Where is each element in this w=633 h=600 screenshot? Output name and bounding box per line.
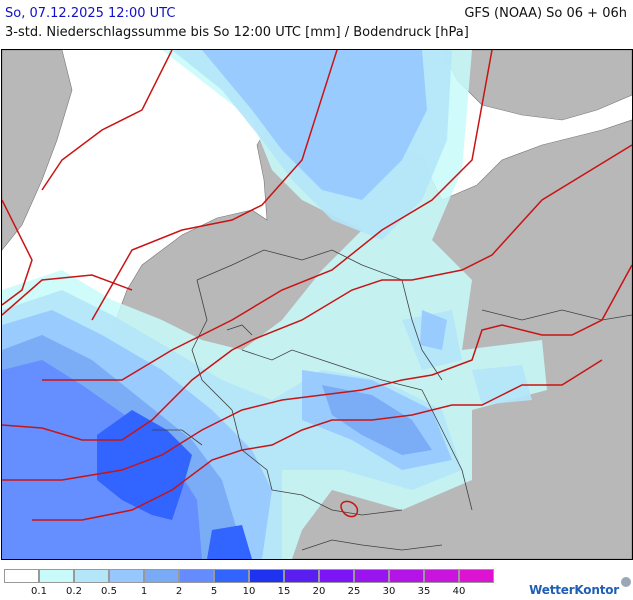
legend-swatch	[39, 569, 74, 583]
legend-swatch	[74, 569, 109, 583]
legend-swatch	[284, 569, 319, 583]
isobars	[2, 50, 632, 521]
legend-label: 15	[277, 586, 291, 597]
legend-label: 30	[382, 586, 396, 597]
legend-swatch	[354, 569, 389, 583]
valid-time-label: So, 07.12.2025 12:00 UTC	[5, 6, 176, 21]
legend-swatch	[179, 569, 214, 583]
weather-map	[1, 49, 633, 560]
precip-10	[97, 410, 252, 559]
map-description: 3-std. Niederschlagssumme bis So 12:00 U…	[5, 25, 469, 40]
legend-label: 5	[210, 586, 218, 597]
brand-logo: WetterKontor	[529, 583, 619, 597]
legend-label: 2	[175, 586, 183, 597]
legend-swatch	[249, 569, 284, 583]
legend-swatch	[319, 569, 354, 583]
legend-label: 0.5	[101, 586, 117, 597]
legend-label: 10	[242, 586, 256, 597]
legend-label: 0.2	[66, 586, 82, 597]
land-britain	[2, 50, 73, 251]
precip-legend: 0.1 0.2 0.5 1 2 5 10 15 20 25 30 35 40	[4, 569, 504, 599]
model-run-label: GFS (NOAA) So 06 + 06h	[464, 6, 627, 21]
legend-swatch	[4, 569, 39, 583]
legend-label: 35	[417, 586, 431, 597]
legend-label: 25	[347, 586, 361, 597]
legend-swatch	[144, 569, 179, 583]
map-canvas	[2, 50, 632, 559]
legend-swatch	[214, 569, 249, 583]
legend-swatch	[424, 569, 459, 583]
legend-label: 0.1	[31, 586, 47, 597]
legend-swatch	[389, 569, 424, 583]
wetterkontor-logo-icon	[621, 577, 631, 587]
legend-label: 40	[452, 586, 466, 597]
legend-label: 1	[140, 586, 148, 597]
legend-swatch	[109, 569, 144, 583]
legend-label: 20	[312, 586, 326, 597]
legend-swatch	[459, 569, 494, 583]
